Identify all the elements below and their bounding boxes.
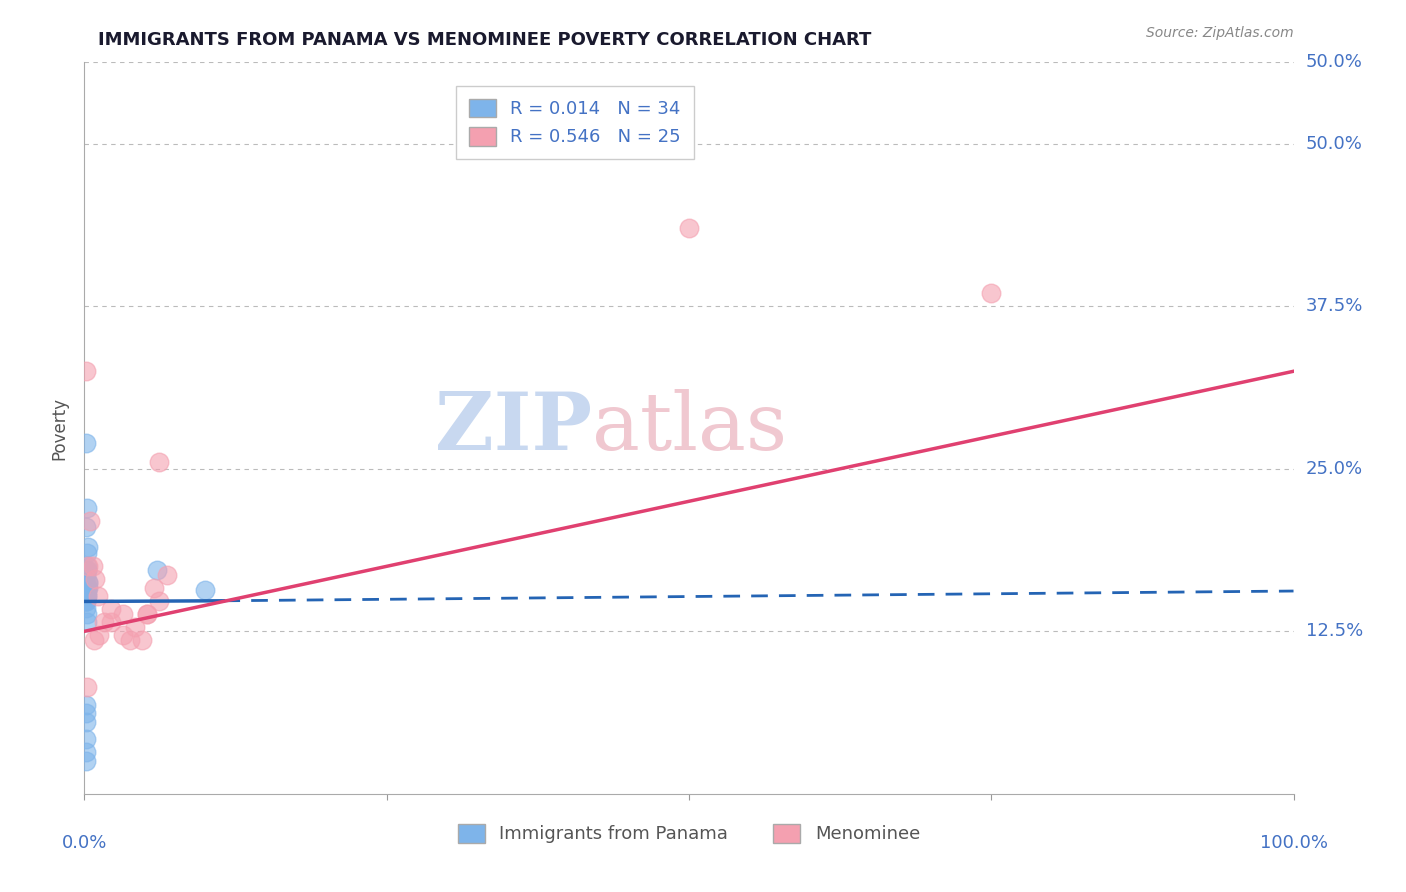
Point [76,563,98,577]
Y-axis label: Poverty: Poverty [51,397,69,459]
Text: 50.0%: 50.0% [1306,54,1362,71]
Point [75,582,97,596]
Point [83,633,105,648]
Point [143,582,166,596]
Point [75,576,97,591]
Point [136,607,159,622]
Point [148,455,170,469]
Point [100,602,122,616]
Point [100,615,122,630]
Point [124,620,146,634]
Point [75,745,97,759]
Point [77,559,100,574]
Text: IMMIGRANTS FROM PANAMA VS MENOMINEE POVERTY CORRELATION CHART: IMMIGRANTS FROM PANAMA VS MENOMINEE POVE… [98,31,872,49]
Point [77,540,100,554]
Point [75,594,97,608]
Point [131,633,153,648]
Point [112,628,135,642]
Text: 0.0%: 0.0% [62,834,107,852]
Point [75,601,97,615]
Point [76,615,98,630]
Point [76,582,98,596]
Point [84,572,107,586]
Text: Source: ZipAtlas.com: Source: ZipAtlas.com [1146,27,1294,40]
Point [75,715,97,730]
Point [76,680,98,694]
Point [136,607,159,622]
Point [76,585,98,599]
Point [82,559,104,574]
Point [86,589,108,603]
Point [76,559,98,574]
Point [112,607,135,622]
Text: ZIP: ZIP [436,389,592,467]
Point [79,514,101,528]
Point [76,582,98,596]
Point [194,582,217,597]
Point [76,563,98,577]
Point [76,607,98,622]
Point [75,589,97,603]
Point [77,582,100,596]
Point [155,568,177,582]
Point [87,628,110,642]
Point [148,594,170,608]
Point [76,546,98,560]
Point [678,221,700,235]
Point [76,589,98,603]
Text: 25.0%: 25.0% [1306,459,1362,478]
Point [75,594,97,608]
Point [75,568,97,582]
Point [120,633,142,648]
Point [75,732,97,747]
Text: 12.5%: 12.5% [1306,623,1362,640]
Legend: Immigrants from Panama, Menominee: Immigrants from Panama, Menominee [450,817,928,851]
Text: 50.0%: 50.0% [1306,135,1362,153]
Point [77,576,100,591]
Point [75,364,97,378]
Text: 100.0%: 100.0% [1260,834,1327,852]
Point [146,563,169,577]
Point [76,589,98,603]
Point [75,594,97,608]
Point [75,698,97,713]
Point [77,574,100,589]
Text: 37.5%: 37.5% [1306,297,1362,315]
Point [93,615,115,630]
Point [75,520,97,534]
Point [75,706,97,721]
Text: atlas: atlas [592,389,787,467]
Point [980,286,1002,301]
Point [75,755,97,769]
Point [75,435,97,450]
Point [76,500,98,515]
